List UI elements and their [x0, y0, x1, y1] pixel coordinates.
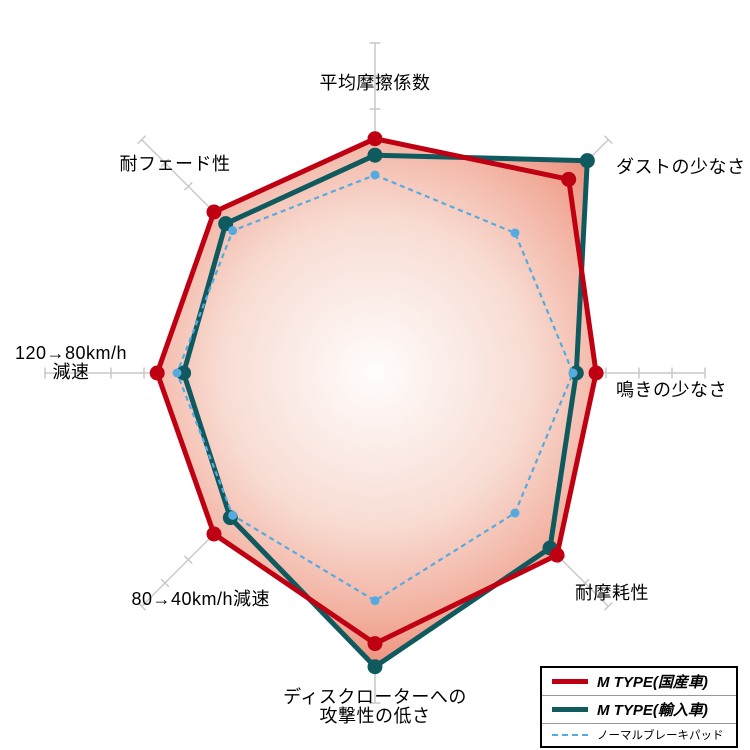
legend-item-normal-pad: ノーマルブレーキパッド	[542, 723, 736, 746]
axis-label-fade-resistance: 耐フェード性	[119, 154, 231, 174]
axis-label-average-friction: 平均摩擦係数	[319, 73, 431, 93]
legend-swatch-2	[552, 734, 588, 736]
axis-label-wear-resistance: 耐摩耗性	[575, 583, 649, 603]
axis-label-low-dust: ダストの少なさ	[616, 157, 746, 177]
legend-item-mtype-domestic: M TYPE(国産車)	[542, 668, 736, 695]
legend-swatch-1	[552, 707, 588, 712]
axis-label-low-squeal: 鳴きの少なさ	[616, 380, 727, 400]
legend-item-mtype-import: M TYPE(輸入車)	[542, 695, 736, 723]
legend-label: M TYPE(輸入車)	[597, 702, 708, 719]
axis-label-decel-80-40: 80→40km/h減速	[131, 589, 270, 609]
axis-label-rotor-friendliness: ディスクローターへの 攻撃性の低さ	[283, 687, 467, 726]
legend: M TYPE(国産車) M TYPE(輸入車) ノーマルブレーキパッド	[540, 666, 738, 748]
legend-label: M TYPE(国産車)	[597, 674, 708, 691]
legend-label: ノーマルブレーキパッド	[597, 730, 724, 742]
axis-label-decel-120-80: 120→80km/h 減速	[14, 343, 128, 382]
legend-swatch-0	[552, 679, 588, 684]
